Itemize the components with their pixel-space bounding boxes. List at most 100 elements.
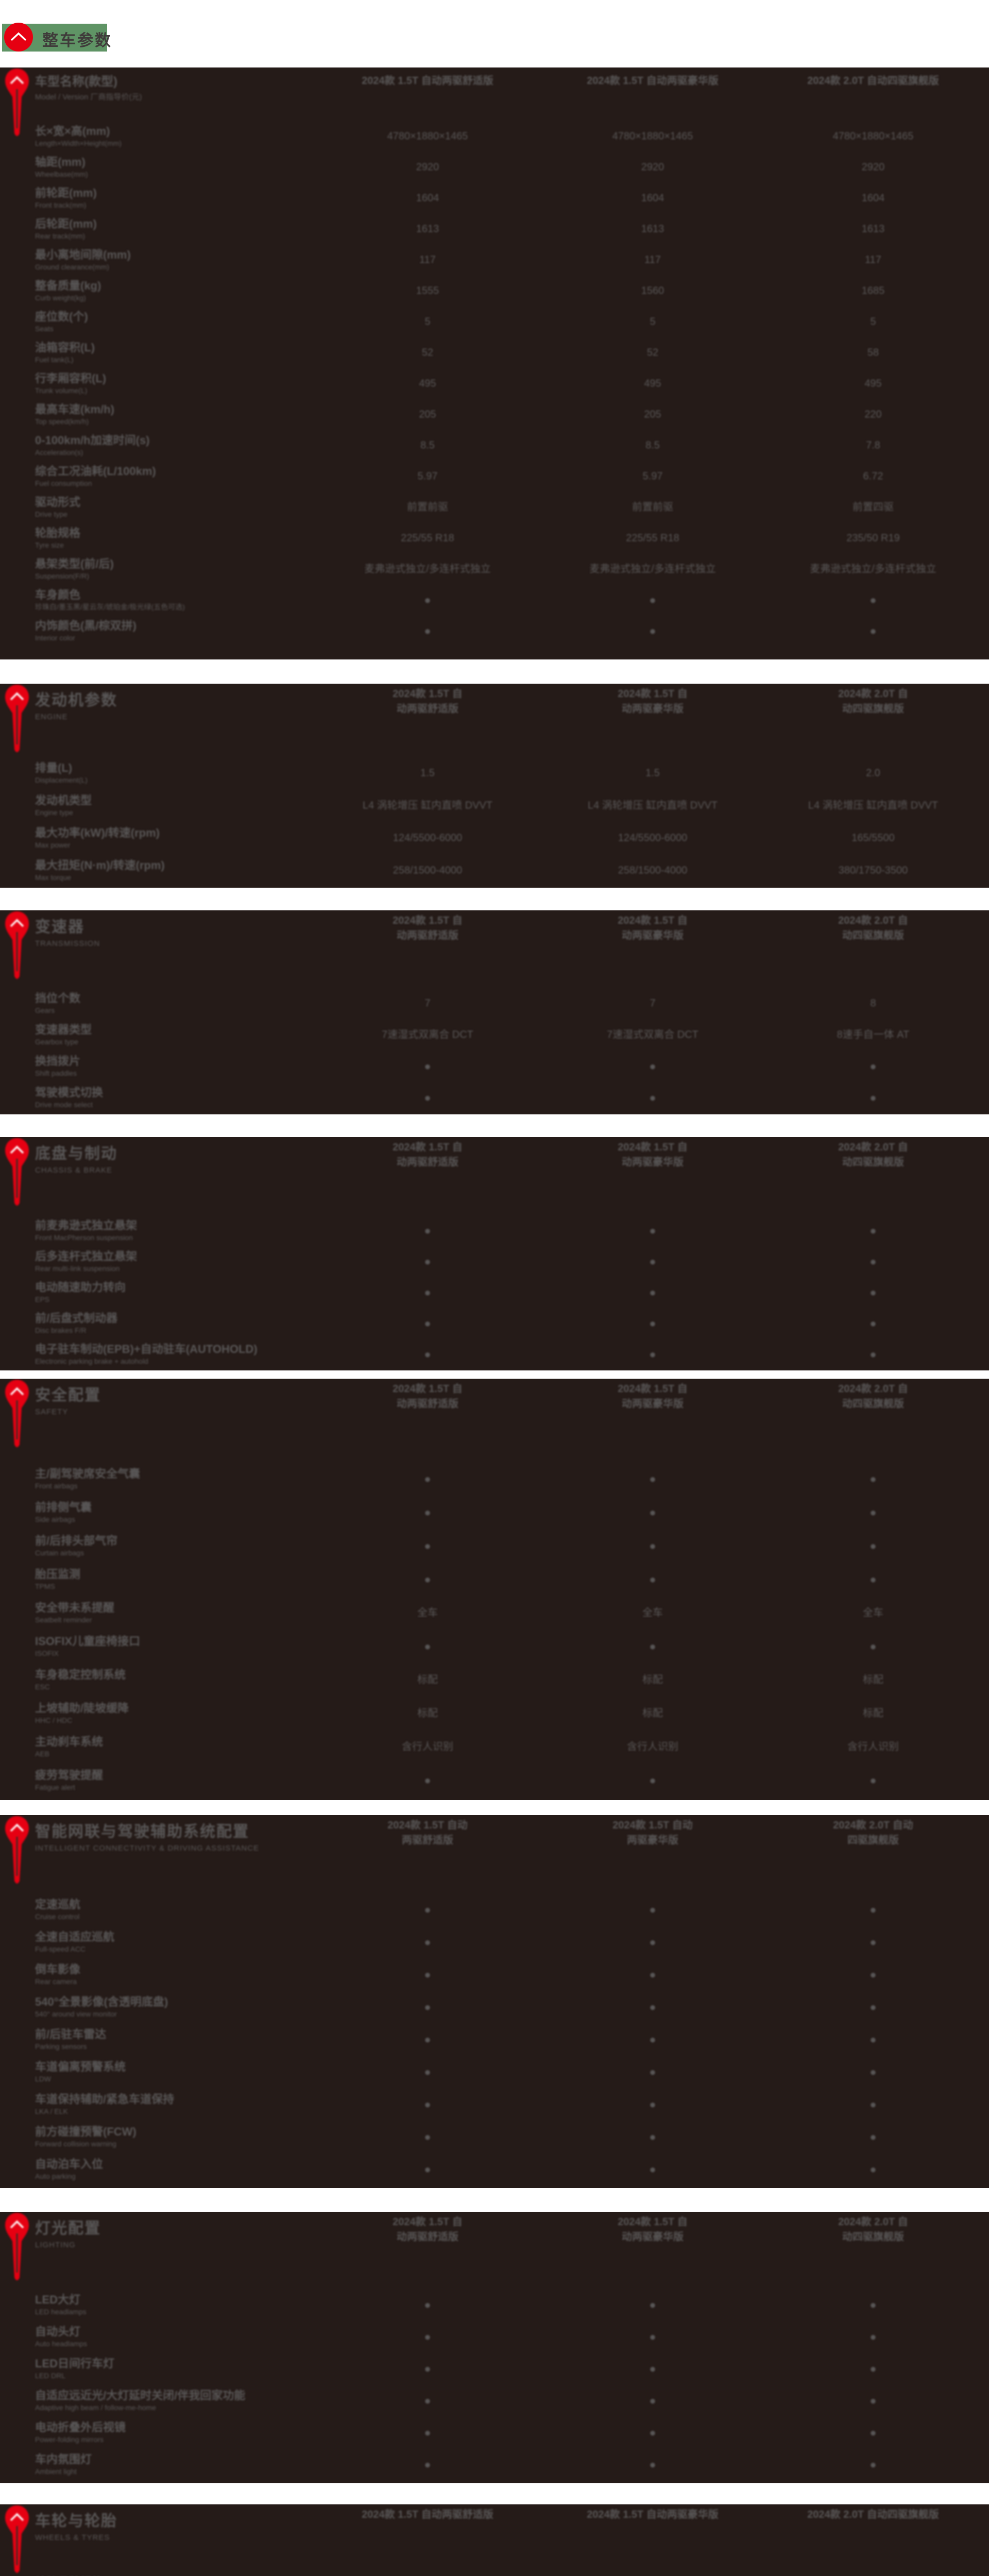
- spec-value: 含行人识别: [847, 1741, 899, 1752]
- spec-value: ●: [424, 2032, 431, 2046]
- collapse-pin-icon[interactable]: [4, 1137, 30, 1212]
- spec-section-card: 车轮与轮胎 WHEELS & TYRES 2024款 1.5T 自动两驱舒适版 202…: [0, 2504, 989, 2576]
- trim-header[interactable]: 2024款 1.5T 自动两驱豪华版: [618, 2216, 688, 2243]
- trim-header[interactable]: 2024款 2.0T 自动四驱旗舰版: [838, 2216, 908, 2243]
- spec-label-cn: 后轮距(mm): [35, 217, 97, 231]
- spec-value: ●: [649, 2298, 656, 2312]
- spec-value: 220: [864, 409, 882, 420]
- trim-header[interactable]: 2024款 1.5T 自动两驱舒适版: [362, 75, 493, 87]
- trim-header[interactable]: 2024款 1.5T 自动两驱舒适版: [393, 915, 463, 941]
- trim-header[interactable]: 2024款 2.0T 自动四驱旗舰版: [838, 688, 908, 715]
- trim-header[interactable]: 2024款 1.5T 自动两驱豪华版: [618, 915, 688, 941]
- spec-label: LED日间行车灯 LED DRL: [35, 2357, 114, 2381]
- collapse-pin-icon[interactable]: [4, 910, 30, 985]
- spec-value: L4 涡轮增压 缸内直喷 DVVT: [808, 800, 939, 811]
- spec-label-sub: Top speed(km/h): [35, 417, 89, 426]
- table-row: 前/后盘式制动器 Disc brakes F/R ● ● ●: [0, 1308, 989, 1339]
- spec-value: ●: [424, 1286, 431, 1299]
- table-row: ISOFIX儿童座椅接口 ISOFIX ● ● ●: [0, 1630, 989, 1663]
- table-row: 换挡拨片 Shift paddles ● ● ●: [0, 1050, 989, 1082]
- trim-header[interactable]: 2024款 1.5T 自动两驱豪华版: [618, 688, 688, 715]
- collapse-pin-icon[interactable]: [4, 2212, 30, 2286]
- table-row: 轮胎规格 Tyre size 225/55 R18 225/55 R18 235/50 …: [0, 523, 989, 554]
- trim-header[interactable]: 2024款 2.0T 自动四驱旗舰版: [838, 1142, 908, 1168]
- spec-label-cn: 最小离地间隙(mm): [35, 248, 131, 262]
- spec-value: ●: [649, 1505, 656, 1519]
- back-to-top-button[interactable]: [4, 23, 33, 52]
- spec-value: 1613: [416, 223, 439, 235]
- spec-label-sub: TPMS: [35, 1582, 55, 1590]
- collapse-pin-icon[interactable]: [4, 2504, 30, 2576]
- table-row: 自动泊车入位 Auto parking ● ● ●: [0, 2153, 989, 2185]
- table-row: 最小离地间隙(mm) Ground clearance(mm) 117 117 117: [0, 245, 989, 276]
- spec-label: 整备质量(kg) Curb weight(kg): [35, 279, 101, 303]
- spec-label: 油箱容积(L) Fuel tank(L): [35, 341, 95, 365]
- collapse-pin-icon[interactable]: [4, 684, 30, 758]
- table-row: 前排侧气囊 Side airbags ● ● ●: [0, 1496, 989, 1529]
- spec-value: 7速湿式双离合 DCT: [607, 1029, 698, 1040]
- spec-label-sub: Max power: [35, 840, 71, 849]
- spec-value: ●: [649, 2097, 656, 2111]
- trim-header[interactable]: 2024款 1.5T 自动两驱豪华版: [618, 1383, 688, 1410]
- spec-label-cn: 轮胎规格: [35, 527, 81, 540]
- trim-header[interactable]: 2024款 2.0T 自动四驱旗舰版: [807, 75, 939, 87]
- trim-header[interactable]: 2024款 2.0T 自动四驱旗舰版: [807, 2509, 939, 2520]
- trim-header[interactable]: 2024款 1.5T 自动两驱舒适版: [362, 2509, 493, 2520]
- trim-header[interactable]: 2024款 1.5T 自动两驱豪华版: [587, 2509, 719, 2520]
- spec-value: ●: [869, 1505, 877, 1519]
- spec-label-cn: 0-100km/h加速时间(s): [35, 434, 150, 447]
- spec-value: ●: [869, 1059, 877, 1073]
- spec-label-sub: Suspension(F/R): [35, 572, 90, 581]
- spec-value: 117: [419, 254, 436, 266]
- spec-label: 发动机类型 Engine type: [35, 794, 92, 818]
- spec-label: 挡位个数 Gears: [35, 992, 80, 1015]
- spec-value: 全车: [417, 1607, 438, 1618]
- spec-label-sub: Gears: [35, 1006, 55, 1014]
- table-row: 轴距(mm) Wheelbase(mm) 2920 2920 2920: [0, 152, 989, 183]
- spec-value: 225/55 R18: [401, 532, 454, 544]
- trim-header[interactable]: 2024款 1.5T 自动两驱舒适版: [393, 688, 463, 715]
- trim-header[interactable]: 2024款 1.5T 自动两驱舒适版: [387, 1820, 468, 1846]
- trim-header[interactable]: 2024款 1.5T 自动两驱豪华版: [587, 75, 719, 87]
- table-row: 排量(L) Displacement(L) 1.5 1.5 2.0: [0, 757, 989, 789]
- section-title: 车轮与轮胎 WHEELS & TYRES: [35, 2512, 117, 2542]
- spec-value: 1555: [416, 285, 439, 297]
- trim-header[interactable]: 2024款 1.5T 自动两驱舒适版: [393, 2216, 463, 2243]
- spec-value: 2920: [641, 161, 664, 173]
- collapse-pin-icon[interactable]: [4, 1815, 30, 1890]
- trim-header[interactable]: 2024款 1.5T 自动两驱舒适版: [393, 1142, 463, 1168]
- section-content: 车轮与轮胎 WHEELS & TYRES 2024款 1.5T 自动两驱舒适版 202…: [0, 2504, 989, 2576]
- spec-label-sub: Electronic parking brake + autohold: [35, 1357, 148, 1366]
- trim-header[interactable]: 2024款 2.0T 自动四驱旗舰版: [838, 915, 908, 941]
- trim-header[interactable]: 2024款 1.5T 自动两驱豪华版: [612, 1820, 693, 1846]
- spec-label-cn: 发动机类型: [35, 793, 92, 807]
- spec-value: ●: [424, 1348, 431, 1361]
- spec-value: ●: [869, 1903, 877, 1916]
- spec-label: 车道保持辅助/紧急车道保持 LKA / ELK: [35, 2093, 174, 2116]
- trim-header[interactable]: 2024款 2.0T 自动四驱旗舰版: [833, 1820, 913, 1846]
- spec-label: 电动折叠外后视镜 Power-folding mirrors: [35, 2421, 126, 2445]
- spec-value: ●: [649, 1091, 656, 1104]
- spec-label-sub: Curtain airbags: [35, 1548, 84, 1557]
- trim-header[interactable]: 2024款 2.0T 自动四驱旗舰版: [838, 1383, 908, 1410]
- chevron-up-icon: [4, 23, 33, 52]
- table-row: 车身稳定控制系统 ESC 标配 标配 标配: [0, 1663, 989, 1697]
- table-row: 后多连杆式独立悬架 Rear multi-link suspension ● ● ●: [0, 1246, 989, 1277]
- spec-value: 全车: [642, 1607, 663, 1618]
- spec-value: ●: [424, 1472, 431, 1485]
- spec-label-cn: 疲劳驾驶提醒: [35, 1768, 104, 1782]
- trim-header[interactable]: 2024款 1.5T 自动两驱豪华版: [618, 1142, 688, 1168]
- spec-label-sub: Full-speed ACC: [35, 1944, 86, 1953]
- table-row: 自动头灯 Auto headlamps ● ● ●: [0, 2321, 989, 2353]
- table-row: 前/后排头部气帘 Curtain airbags ● ● ●: [0, 1529, 989, 1563]
- spec-label-sub: Adaptive high beam / follow-me-home: [35, 2403, 157, 2412]
- spec-section-card: 车型名称(款型) Model / Version 厂商指导价(元) 2024款 1.…: [0, 67, 989, 659]
- collapse-pin-icon[interactable]: [4, 67, 30, 142]
- trim-header[interactable]: 2024款 1.5T 自动两驱舒适版: [393, 1383, 463, 1410]
- spec-value: ●: [869, 2362, 877, 2376]
- collapse-pin-icon[interactable]: [4, 1379, 30, 1453]
- spec-label-cn: 安全带未系提醒: [35, 1601, 115, 1614]
- section-title-en: WHEELS & TYRES: [35, 2533, 110, 2542]
- section-content: 智能网联与驾驶辅助系统配置 INTELLIGENT CONNECTIVITY & …: [0, 1815, 989, 2188]
- table-row: 座位数(个) Seats 5 5 5: [0, 307, 989, 337]
